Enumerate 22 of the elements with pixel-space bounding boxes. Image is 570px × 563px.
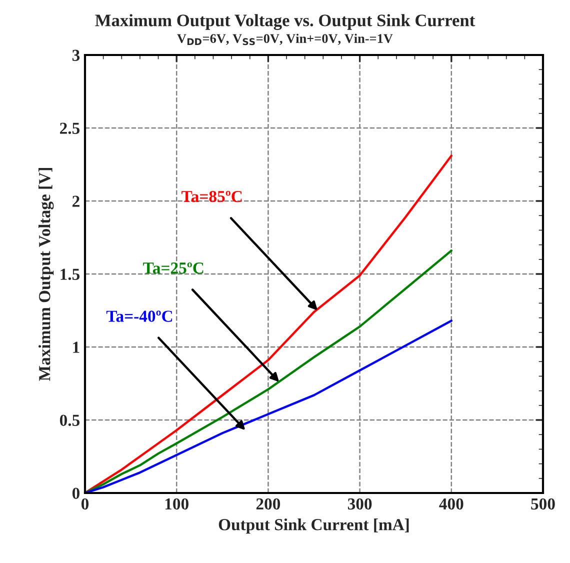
line-series (85, 154, 453, 493)
x-tick-label: 200 (256, 498, 280, 510)
y-axis-title: Maximum Output Voltage [V] (38, 168, 54, 381)
annotation: Ta=25ºC (143, 262, 204, 274)
x-tick-label: 300 (348, 498, 372, 510)
x-tick-label: 500 (531, 498, 555, 510)
line-series (85, 250, 453, 493)
chart-subtitle: V$_{DD}$=6V, V$_{SS}$=0V, Vin+=0V, Vin-=1V (177, 34, 393, 46)
y-tick-label: 2.5 (60, 122, 80, 134)
y-tick-label: 1.5 (60, 268, 80, 280)
x-tick-label: 0 (81, 498, 89, 510)
y-tick-label: 2 (72, 196, 80, 207)
x-tick-label: 100 (165, 498, 188, 510)
annotation: Ta=85ºC (182, 190, 242, 202)
chart-title: Maximum Output Voltage vs. Output Sink Current (95, 14, 476, 30)
y-tick-label: 1 (73, 342, 80, 353)
x-tick-label: 400 (439, 498, 464, 510)
y-tick-label: 0 (72, 488, 80, 499)
y-tick-label: 3 (72, 50, 80, 61)
x-axis-title: Output Sink Current [mA] (218, 518, 409, 534)
annotation: Ta=-40ºC (106, 310, 172, 322)
y-tick-label: 0.5 (60, 414, 80, 426)
